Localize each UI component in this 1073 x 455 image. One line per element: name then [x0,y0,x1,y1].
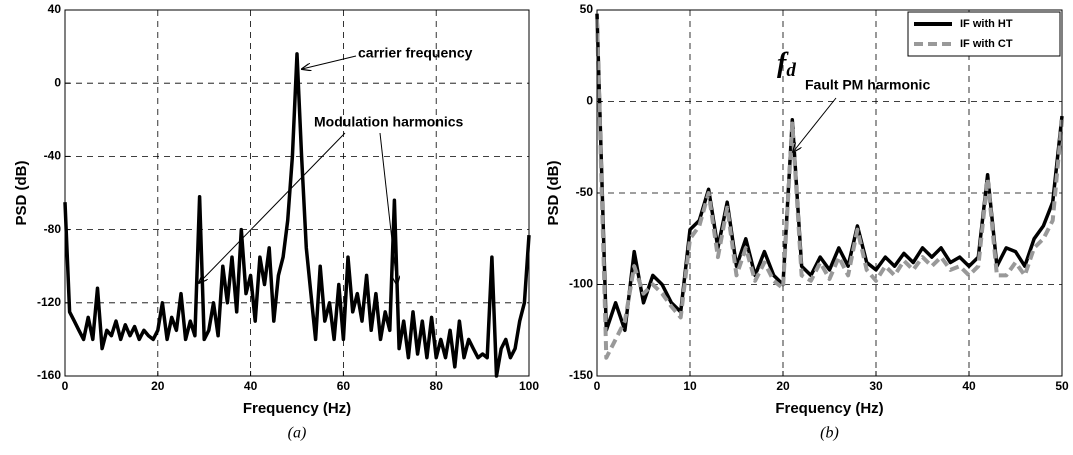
fd-symbol: fd [777,48,796,81]
x-axis-label: Frequency (Hz) [775,400,883,417]
annotation: Modulation harmonics [314,114,464,130]
y-tick-label: 0 [54,75,61,89]
y-tick-label: -50 [576,185,594,199]
fd-base: f [777,48,789,79]
annotation-arrow [793,97,837,152]
y-tick-label: 0 [586,94,593,108]
y-axis-label: PSD (dB) [545,161,562,226]
caption: (a) [288,425,307,442]
y-tick-label: -80 [44,222,62,236]
legend-label: IF with CT [960,38,1013,50]
x-tick-label: 40 [962,379,976,393]
x-tick-label: 80 [430,379,444,393]
x-tick-label: 20 [151,379,165,393]
x-tick-label: 0 [594,379,601,393]
caption: (b) [820,425,839,442]
x-tick-label: 40 [244,379,258,393]
x-axis-label: Frequency (Hz) [243,400,351,417]
x-tick-label: 100 [519,379,539,393]
plot-frame [64,9,530,377]
annotation: carrier frequency [358,45,473,61]
y-axis-label: PSD (dB) [13,161,30,226]
y-tick-label: 40 [48,2,62,16]
data-line [63,52,531,378]
y-tick-label: 50 [580,2,594,16]
legend-box [907,11,1061,57]
fd-subscript: d [786,60,796,81]
legend-label: IF with HT [960,18,1013,30]
y-tick-label: -40 [44,149,62,163]
x-tick-label: 60 [337,379,351,393]
y-tick-label: -150 [569,368,593,382]
x-tick-label: 30 [869,379,883,393]
annotation-arrow [302,55,357,69]
y-tick-label: -120 [37,295,61,309]
x-tick-label: 10 [683,379,697,393]
annotation-arrow [199,132,346,283]
x-tick-label: 20 [776,379,790,393]
annotation-arrow [379,132,397,285]
y-tick-label: -160 [37,368,61,382]
x-tick-label: 0 [62,379,69,393]
annotation: Fault PM harmonic [805,77,930,93]
data-line [595,19,1064,360]
plot-frame [596,9,1063,377]
y-tick-label: -100 [569,277,593,291]
x-tick-label: 50 [1055,379,1069,393]
